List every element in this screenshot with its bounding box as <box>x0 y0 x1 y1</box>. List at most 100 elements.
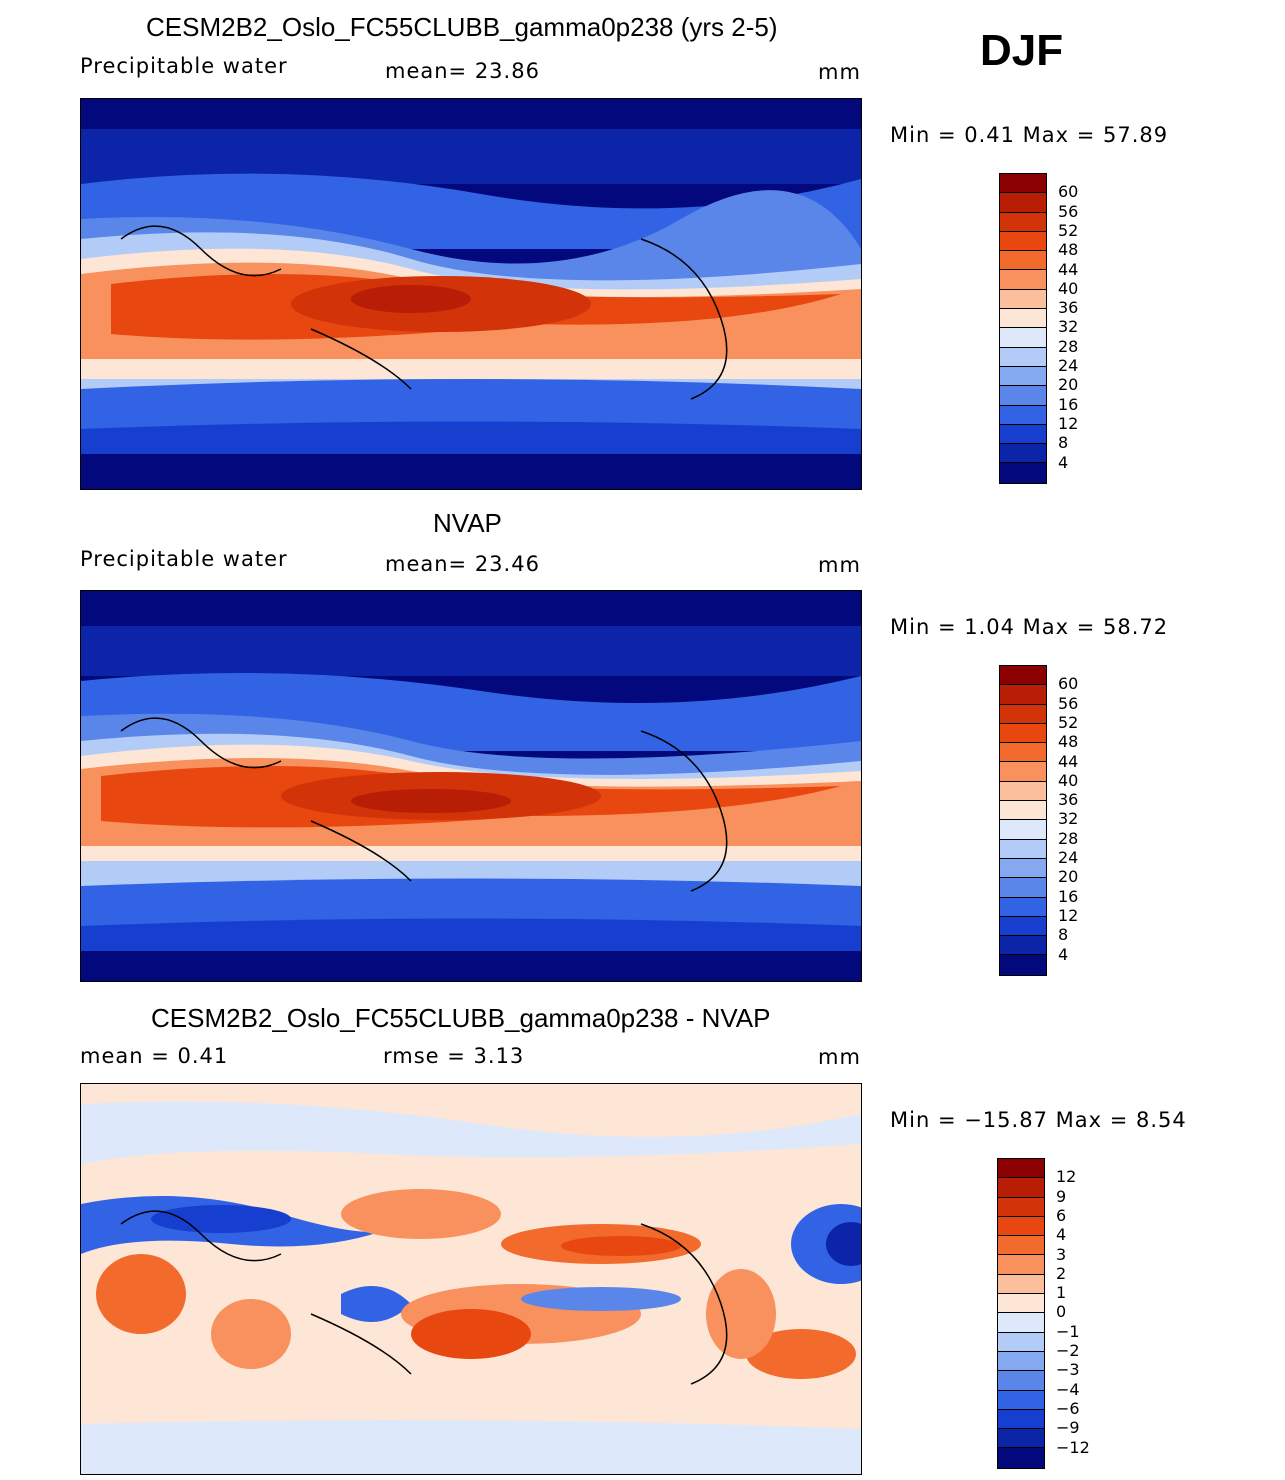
colorbar-tick-label: 20 <box>1058 375 1079 395</box>
colorbar-swatch <box>998 1448 1044 1468</box>
colorbar-swatch <box>1000 781 1046 802</box>
colorbar-swatch <box>1000 743 1046 763</box>
panel-3-minmax: Min = −15.87 Max = 8.54 <box>890 1108 1187 1132</box>
colorbar-tick-label: 44 <box>1058 751 1079 771</box>
colorbar-swatch <box>1000 666 1046 686</box>
colorbar-swatch <box>1000 289 1046 310</box>
panel-1-mean-label: mean= 23.86 <box>385 59 540 83</box>
panel-3-title: CESM2B2_Oslo_FC55CLUBB_gamma0p238 - NVAP <box>151 1003 771 1033</box>
colorbar-swatch <box>998 1236 1044 1256</box>
colorbar-swatch <box>1000 801 1046 821</box>
colorbar-tick-label: 20 <box>1058 867 1079 887</box>
colorbar-swatch <box>1000 955 1046 975</box>
panel-1-variable-label: Precipitable water <box>80 54 288 78</box>
panel-1-title: CESM2B2_Oslo_FC55CLUBB_gamma0p238 (yrs 2… <box>146 12 778 42</box>
colorbar-tick-label: −3 <box>1056 1360 1080 1380</box>
panel-1-minmax: Min = 0.41 Max = 57.89 <box>890 123 1169 147</box>
colorbar-swatch <box>998 1332 1044 1352</box>
colorbar-tick-label: 16 <box>1058 886 1079 906</box>
colorbar-tick-label: 56 <box>1058 201 1079 221</box>
colorbar-swatch <box>1000 212 1046 232</box>
colorbar-swatch <box>1000 270 1046 290</box>
panel-2-mean-label: mean= 23.46 <box>385 552 540 576</box>
colorbar-swatch <box>998 1351 1044 1372</box>
colorbar-tick-label: 12 <box>1058 905 1079 925</box>
colorbar-tick-label: 48 <box>1058 732 1079 752</box>
panel-2-map-field <box>81 591 861 981</box>
colorbar-tick-label: −9 <box>1056 1418 1080 1438</box>
colorbar-swatch <box>1000 405 1046 425</box>
colorbar-swatch <box>998 1429 1044 1449</box>
colorbar-swatch <box>998 1197 1044 1217</box>
colorbar-swatch <box>998 1294 1044 1314</box>
colorbar-tick-label: 60 <box>1058 674 1079 694</box>
colorbar-swatch <box>1000 366 1046 387</box>
panel-1-colorbar <box>999 173 1047 484</box>
panel-3-units: mm <box>818 1045 861 1069</box>
colorbar-tick-label: 56 <box>1058 693 1079 713</box>
colorbar-swatch <box>1000 347 1046 367</box>
panel-2-minmax: Min = 1.04 Max = 58.72 <box>890 615 1169 639</box>
colorbar-swatch <box>1000 762 1046 782</box>
colorbar-tick-label: 40 <box>1058 770 1079 790</box>
colorbar-tick-label: 28 <box>1058 336 1079 356</box>
colorbar-swatch <box>1000 916 1046 937</box>
colorbar-tick-label: 9 <box>1056 1186 1067 1206</box>
colorbar-tick-label: 2 <box>1056 1263 1067 1283</box>
colorbar-tick-label: 52 <box>1058 712 1079 732</box>
panel-2-map <box>80 590 862 982</box>
colorbar-swatch <box>1000 839 1046 859</box>
colorbar-swatch <box>1000 463 1046 483</box>
panel-2-variable-label: Precipitable water <box>80 547 288 571</box>
panel-2-units: mm <box>818 553 861 577</box>
panel-2-title: NVAP <box>433 508 502 538</box>
colorbar-tick-label: 40 <box>1058 278 1079 298</box>
colorbar-tick-label: 8 <box>1058 925 1069 945</box>
panel-3-map-field <box>81 1084 861 1474</box>
colorbar-tick-label: 36 <box>1058 790 1079 810</box>
colorbar-swatch <box>1000 386 1046 406</box>
colorbar-tick-label: 24 <box>1058 848 1079 867</box>
colorbar-swatch <box>1000 936 1046 956</box>
colorbar-swatch <box>998 1390 1044 1410</box>
colorbar-tick-label: −1 <box>1056 1321 1080 1341</box>
colorbar-tick-label: 8 <box>1058 433 1069 453</box>
panel-1-map-field <box>81 99 861 489</box>
colorbar-tick-label: 4 <box>1058 944 1069 964</box>
colorbar-tick-label: 24 <box>1058 356 1079 375</box>
colorbar-tick-label: 28 <box>1058 828 1079 848</box>
colorbar-tick-label: 12 <box>1058 413 1079 433</box>
colorbar-tick-label: −12 <box>1056 1437 1090 1457</box>
panel-1-map <box>80 98 862 490</box>
colorbar-swatch <box>998 1178 1044 1198</box>
panel-3-rmse-label: rmse = 3.13 <box>383 1044 525 1068</box>
panel-3-colorbar <box>997 1158 1045 1469</box>
colorbar-swatch <box>998 1216 1044 1237</box>
colorbar-swatch <box>1000 878 1046 898</box>
colorbar-tick-label: 16 <box>1058 394 1079 414</box>
colorbar-swatch <box>1000 858 1046 879</box>
colorbar-swatch <box>998 1409 1044 1430</box>
colorbar-swatch <box>998 1313 1044 1333</box>
colorbar-swatch <box>1000 685 1046 705</box>
colorbar-tick-label: 52 <box>1058 220 1079 240</box>
colorbar-tick-label: −2 <box>1056 1341 1080 1360</box>
colorbar-tick-label: 3 <box>1056 1244 1067 1264</box>
colorbar-tick-label: 4 <box>1056 1225 1067 1245</box>
panel-3-mean-label: mean = 0.41 <box>80 1044 229 1068</box>
colorbar-tick-label: 60 <box>1058 182 1079 202</box>
colorbar-tick-label: 48 <box>1058 240 1079 260</box>
panel-3-map <box>80 1083 862 1475</box>
colorbar-swatch <box>1000 309 1046 329</box>
colorbar-swatch <box>1000 723 1046 744</box>
colorbar-swatch <box>1000 897 1046 917</box>
colorbar-tick-label: −4 <box>1056 1379 1080 1399</box>
colorbar-tick-label: 4 <box>1058 452 1069 472</box>
panel-1-units: mm <box>818 60 861 84</box>
colorbar-tick-label: 6 <box>1056 1205 1067 1225</box>
colorbar-tick-label: 12 <box>1056 1167 1077 1187</box>
colorbar-tick-label: 1 <box>1056 1283 1067 1303</box>
colorbar-swatch <box>1000 193 1046 213</box>
colorbar-tick-label: 32 <box>1058 317 1079 337</box>
season-label: DJF <box>980 26 1064 75</box>
